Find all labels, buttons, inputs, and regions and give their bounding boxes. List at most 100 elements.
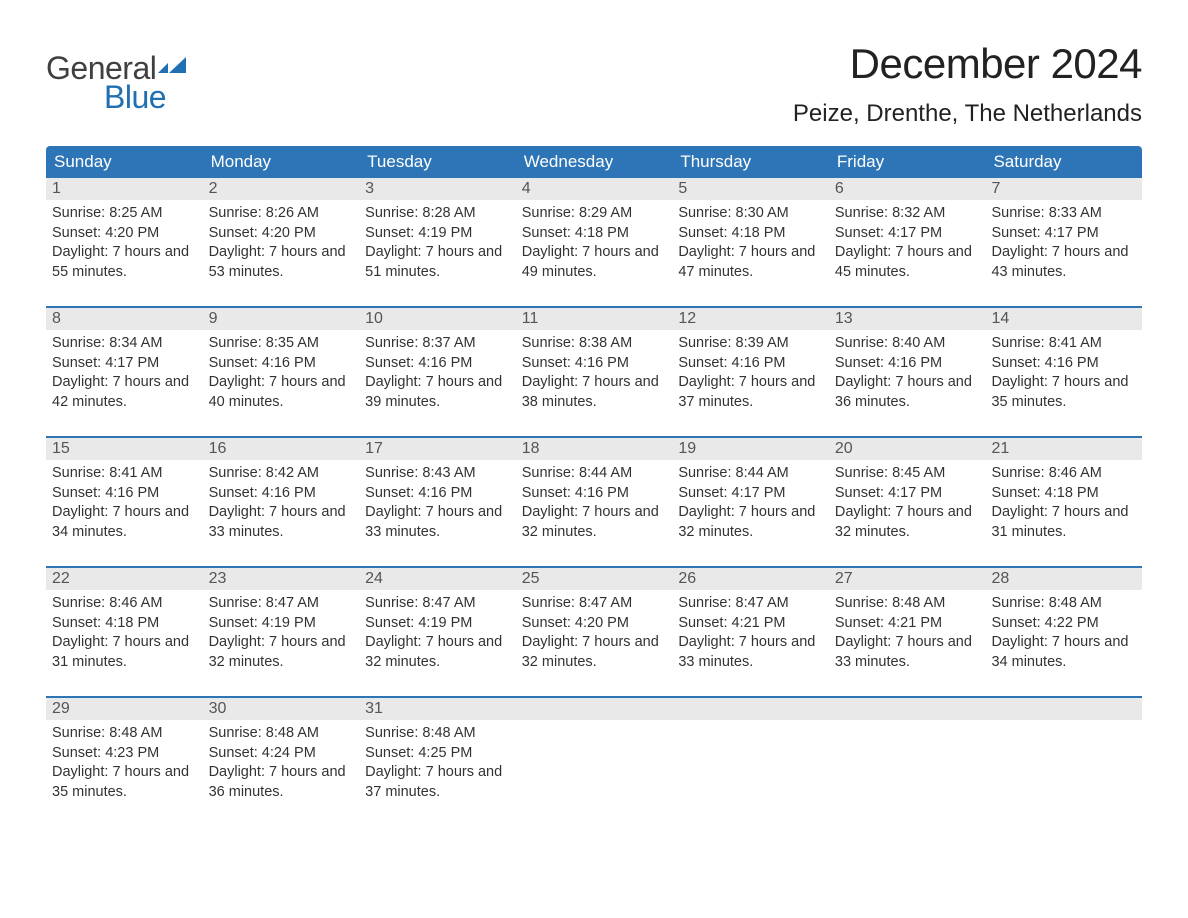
calendar-day: 3Sunrise: 8:28 AMSunset: 4:19 PMDaylight… (359, 178, 516, 306)
sunset-line: Sunset: 4:16 PM (209, 484, 354, 504)
sunset-line: Sunset: 4:23 PM (52, 744, 197, 764)
calendar-week: 15Sunrise: 8:41 AMSunset: 4:16 PMDayligh… (46, 436, 1142, 566)
calendar-day: 26Sunrise: 8:47 AMSunset: 4:21 PMDayligh… (672, 568, 829, 696)
sunset-line: Sunset: 4:17 PM (835, 484, 980, 504)
calendar-day: 25Sunrise: 8:47 AMSunset: 4:20 PMDayligh… (516, 568, 673, 696)
day-number-row: 29 (46, 698, 203, 720)
sunset-line: Sunset: 4:16 PM (522, 484, 667, 504)
daylight-line: Daylight: 7 hours and 32 minutes. (522, 503, 667, 542)
sunrise-line: Sunrise: 8:44 AM (522, 464, 667, 484)
calendar-day: 13Sunrise: 8:40 AMSunset: 4:16 PMDayligh… (829, 308, 986, 436)
daylight-line: Daylight: 7 hours and 36 minutes. (835, 373, 980, 412)
page-title: December 2024 (793, 40, 1142, 88)
sunset-line: Sunset: 4:25 PM (365, 744, 510, 764)
daylight-line: Daylight: 7 hours and 55 minutes. (52, 243, 197, 282)
sunrise-line: Sunrise: 8:32 AM (835, 204, 980, 224)
day-body: Sunrise: 8:44 AMSunset: 4:16 PMDaylight:… (516, 460, 673, 550)
calendar-week: 8Sunrise: 8:34 AMSunset: 4:17 PMDaylight… (46, 306, 1142, 436)
sunrise-line: Sunrise: 8:25 AM (52, 204, 197, 224)
sunset-line: Sunset: 4:18 PM (52, 614, 197, 634)
calendar-day: 19Sunrise: 8:44 AMSunset: 4:17 PMDayligh… (672, 438, 829, 566)
day-number-row: 11 (516, 308, 673, 330)
sunrise-line: Sunrise: 8:48 AM (365, 724, 510, 744)
daylight-line: Daylight: 7 hours and 33 minutes. (835, 633, 980, 672)
day-number-row: 1 (46, 178, 203, 200)
calendar-day (829, 698, 986, 826)
calendar-day (672, 698, 829, 826)
day-number-row: 20 (829, 438, 986, 460)
sunset-line: Sunset: 4:19 PM (365, 224, 510, 244)
sunrise-line: Sunrise: 8:39 AM (678, 334, 823, 354)
day-body: Sunrise: 8:30 AMSunset: 4:18 PMDaylight:… (672, 200, 829, 290)
sunrise-line: Sunrise: 8:47 AM (678, 594, 823, 614)
calendar-week: 1Sunrise: 8:25 AMSunset: 4:20 PMDaylight… (46, 178, 1142, 306)
sunset-line: Sunset: 4:16 PM (52, 484, 197, 504)
daylight-line: Daylight: 7 hours and 32 minutes. (678, 503, 823, 542)
daylight-line: Daylight: 7 hours and 34 minutes. (991, 633, 1136, 672)
sunset-line: Sunset: 4:18 PM (678, 224, 823, 244)
day-number-row: 4 (516, 178, 673, 200)
day-number: 23 (209, 570, 227, 587)
day-number: 24 (365, 570, 383, 587)
day-body: Sunrise: 8:40 AMSunset: 4:16 PMDaylight:… (829, 330, 986, 420)
day-number (991, 700, 995, 717)
day-number-row: 24 (359, 568, 516, 590)
day-body: Sunrise: 8:34 AMSunset: 4:17 PMDaylight:… (46, 330, 203, 420)
day-number-row: 31 (359, 698, 516, 720)
calendar-day: 6 Sunrise: 8:32 AMSunset: 4:17 PMDaylight… (829, 178, 986, 306)
daylight-line: Daylight: 7 hours and 31 minutes. (991, 503, 1136, 542)
day-number: 10 (365, 310, 383, 327)
day-number: 9 (209, 310, 218, 327)
day-body: Sunrise: 8:41 AMSunset: 4:16 PMDaylight:… (46, 460, 203, 550)
calendar: SundayMondayTuesdayWednesdayThursdayFrid… (46, 146, 1142, 826)
day-number-row: 6 (829, 178, 986, 200)
day-number-row: 27 (829, 568, 986, 590)
day-number-row: 9 (203, 308, 360, 330)
calendar-day: 14Sunrise: 8:41 AMSunset: 4:16 PMDayligh… (985, 308, 1142, 436)
day-number: 17 (365, 440, 383, 457)
sunset-line: Sunset: 4:16 PM (209, 354, 354, 374)
daylight-line: Daylight: 7 hours and 42 minutes. (52, 373, 197, 412)
day-body: Sunrise: 8:47 AMSunset: 4:21 PMDaylight:… (672, 590, 829, 680)
daylight-line: Daylight: 7 hours and 34 minutes. (52, 503, 197, 542)
sunrise-line: Sunrise: 8:37 AM (365, 334, 510, 354)
day-number-row: 17 (359, 438, 516, 460)
calendar-header-cell: Thursday (672, 146, 829, 178)
day-number-row: 19 (672, 438, 829, 460)
sunset-line: Sunset: 4:17 PM (678, 484, 823, 504)
day-number-row: 22 (46, 568, 203, 590)
day-number: 14 (991, 310, 1009, 327)
day-number-row: 7 (985, 178, 1142, 200)
sunset-line: Sunset: 4:19 PM (365, 614, 510, 634)
header: General Blue December 2024 Peize, Drenth… (46, 40, 1142, 128)
sunrise-line: Sunrise: 8:29 AM (522, 204, 667, 224)
calendar-day: 28Sunrise: 8:48 AMSunset: 4:22 PMDayligh… (985, 568, 1142, 696)
day-number: 1 (52, 180, 61, 197)
sunrise-line: Sunrise: 8:48 AM (835, 594, 980, 614)
sunrise-line: Sunrise: 8:33 AM (991, 204, 1136, 224)
daylight-line: Daylight: 7 hours and 38 minutes. (522, 373, 667, 412)
day-number: 2 (209, 180, 218, 197)
sunset-line: Sunset: 4:20 PM (522, 614, 667, 634)
day-body: Sunrise: 8:37 AMSunset: 4:16 PMDaylight:… (359, 330, 516, 420)
sunset-line: Sunset: 4:17 PM (835, 224, 980, 244)
day-body: Sunrise: 8:48 AMSunset: 4:25 PMDaylight:… (359, 720, 516, 810)
calendar-day: 16Sunrise: 8:42 AMSunset: 4:16 PMDayligh… (203, 438, 360, 566)
calendar-day: 27Sunrise: 8:48 AMSunset: 4:21 PMDayligh… (829, 568, 986, 696)
sunrise-line: Sunrise: 8:28 AM (365, 204, 510, 224)
sunset-line: Sunset: 4:18 PM (522, 224, 667, 244)
calendar-day: 4Sunrise: 8:29 AMSunset: 4:18 PMDaylight… (516, 178, 673, 306)
calendar-header-row: SundayMondayTuesdayWednesdayThursdayFrid… (46, 146, 1142, 178)
sunrise-line: Sunrise: 8:48 AM (209, 724, 354, 744)
sunset-line: Sunset: 4:17 PM (52, 354, 197, 374)
daylight-line: Daylight: 7 hours and 45 minutes. (835, 243, 980, 282)
calendar-day: 31Sunrise: 8:48 AMSunset: 4:25 PMDayligh… (359, 698, 516, 826)
sunset-line: Sunset: 4:16 PM (678, 354, 823, 374)
day-body: Sunrise: 8:39 AMSunset: 4:16 PMDaylight:… (672, 330, 829, 420)
sunrise-line: Sunrise: 8:41 AM (52, 464, 197, 484)
day-number: 12 (678, 310, 696, 327)
day-number-row: 26 (672, 568, 829, 590)
day-body: Sunrise: 8:26 AMSunset: 4:20 PMDaylight:… (203, 200, 360, 290)
day-body: Sunrise: 8:46 AMSunset: 4:18 PMDaylight:… (46, 590, 203, 680)
sunrise-line: Sunrise: 8:47 AM (209, 594, 354, 614)
